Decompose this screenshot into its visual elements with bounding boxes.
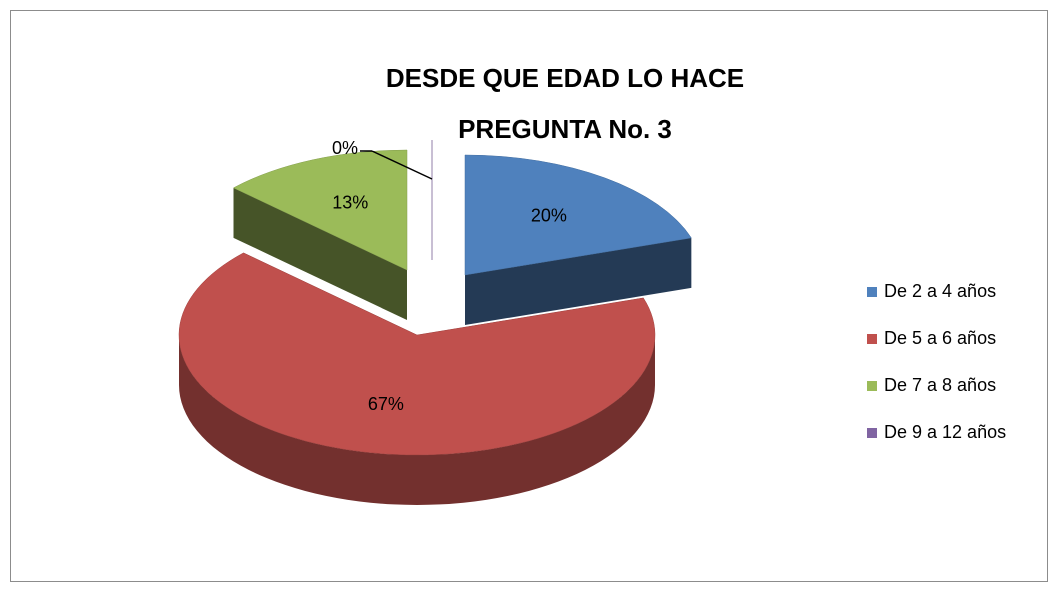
slice	[232, 149, 408, 271]
legend-marker	[867, 381, 877, 391]
slice-side	[233, 187, 407, 320]
data-label: 67%	[368, 394, 404, 414]
data-label: 13%	[332, 193, 368, 213]
data-label: 0%	[332, 138, 358, 158]
leader-line	[371, 150, 433, 180]
legend-marker	[867, 287, 877, 297]
legend-label: De 7 a 8 años	[884, 375, 996, 395]
legend-label: De 2 a 4 años	[884, 281, 996, 301]
slice	[464, 154, 692, 276]
legend-marker	[867, 334, 877, 344]
slice	[178, 252, 656, 456]
chart-title: DESDE QUE EDAD LO HACE	[386, 63, 744, 93]
data-label: 20%	[531, 206, 567, 226]
legend-label: De 9 a 12 años	[884, 422, 1006, 442]
chart-title: PREGUNTA No. 3	[458, 114, 672, 144]
slice-side	[179, 335, 655, 505]
legend-marker	[867, 428, 877, 438]
legend-label: De 5 a 6 años	[884, 328, 996, 348]
slice-side	[465, 237, 692, 325]
